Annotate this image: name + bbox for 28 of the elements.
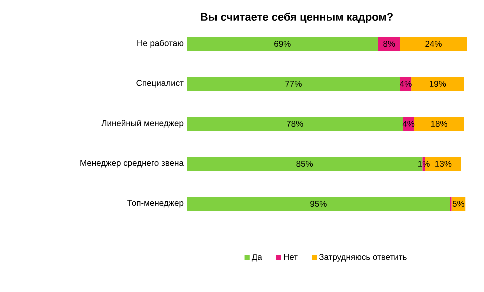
bar <box>414 117 464 132</box>
bar <box>412 77 464 92</box>
data-label: 24% <box>426 41 442 47</box>
bar <box>187 117 404 132</box>
bar <box>400 37 468 52</box>
data-label: 69% <box>274 41 291 48</box>
data-label: 85% <box>296 161 314 168</box>
legend-label: Да <box>252 254 262 262</box>
data-label: 77% <box>286 81 302 87</box>
y-tick-label: Менеджер среднего звена <box>80 160 184 168</box>
data-label: 5% <box>452 201 465 207</box>
legend-label: Затрудняюсь ответить <box>319 254 407 262</box>
chart-title: Вы считаете себя ценным кадром? <box>201 12 393 24</box>
bar <box>187 37 378 52</box>
data-label: 18% <box>431 121 448 128</box>
y-tick-label: Специалист <box>136 80 184 88</box>
bar <box>378 37 400 52</box>
data-label: 19% <box>430 81 446 88</box>
data-label: 13% <box>436 161 452 168</box>
data-label: 78% <box>287 121 304 128</box>
y-tick-label: Топ-менеджер <box>128 200 184 208</box>
data-label: 8% <box>384 41 396 48</box>
y-tick-label: Не работаю <box>138 40 184 48</box>
data-label: 95% <box>310 201 327 208</box>
bar <box>187 77 400 92</box>
y-tick-label: Линейный менеджер <box>102 120 184 128</box>
legend-label: Нет <box>284 254 298 260</box>
bar <box>187 197 450 211</box>
